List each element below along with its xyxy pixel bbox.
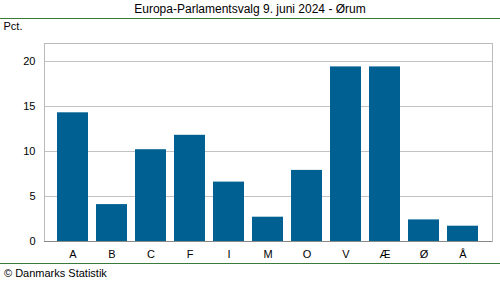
svg-text:Å: Å (459, 248, 467, 260)
svg-text:0: 0 (29, 235, 35, 247)
svg-text:V: V (342, 248, 350, 260)
svg-text:C: C (147, 248, 155, 260)
svg-text:Pct.: Pct. (4, 20, 23, 32)
svg-text:B: B (108, 248, 115, 260)
svg-text:M: M (263, 248, 272, 260)
svg-text:Æ: Æ (380, 248, 391, 260)
svg-text:Ø: Ø (420, 248, 429, 260)
svg-text:F: F (187, 248, 194, 260)
svg-text:15: 15 (23, 100, 35, 112)
svg-text:A: A (69, 248, 77, 260)
svg-text:20: 20 (23, 55, 35, 67)
html-text:Europa-Parlamentsvalg 9. juni: Europa-Parlamentsvalg 9. juni 2024 - Øru… (134, 2, 366, 16)
svg-text:I: I (227, 248, 230, 260)
html-text:© Danmarks Statistik: © Danmarks Statistik (4, 267, 107, 279)
svg-text:O: O (303, 248, 312, 260)
svg-text:5: 5 (29, 190, 35, 202)
svg-text:10: 10 (23, 145, 35, 157)
